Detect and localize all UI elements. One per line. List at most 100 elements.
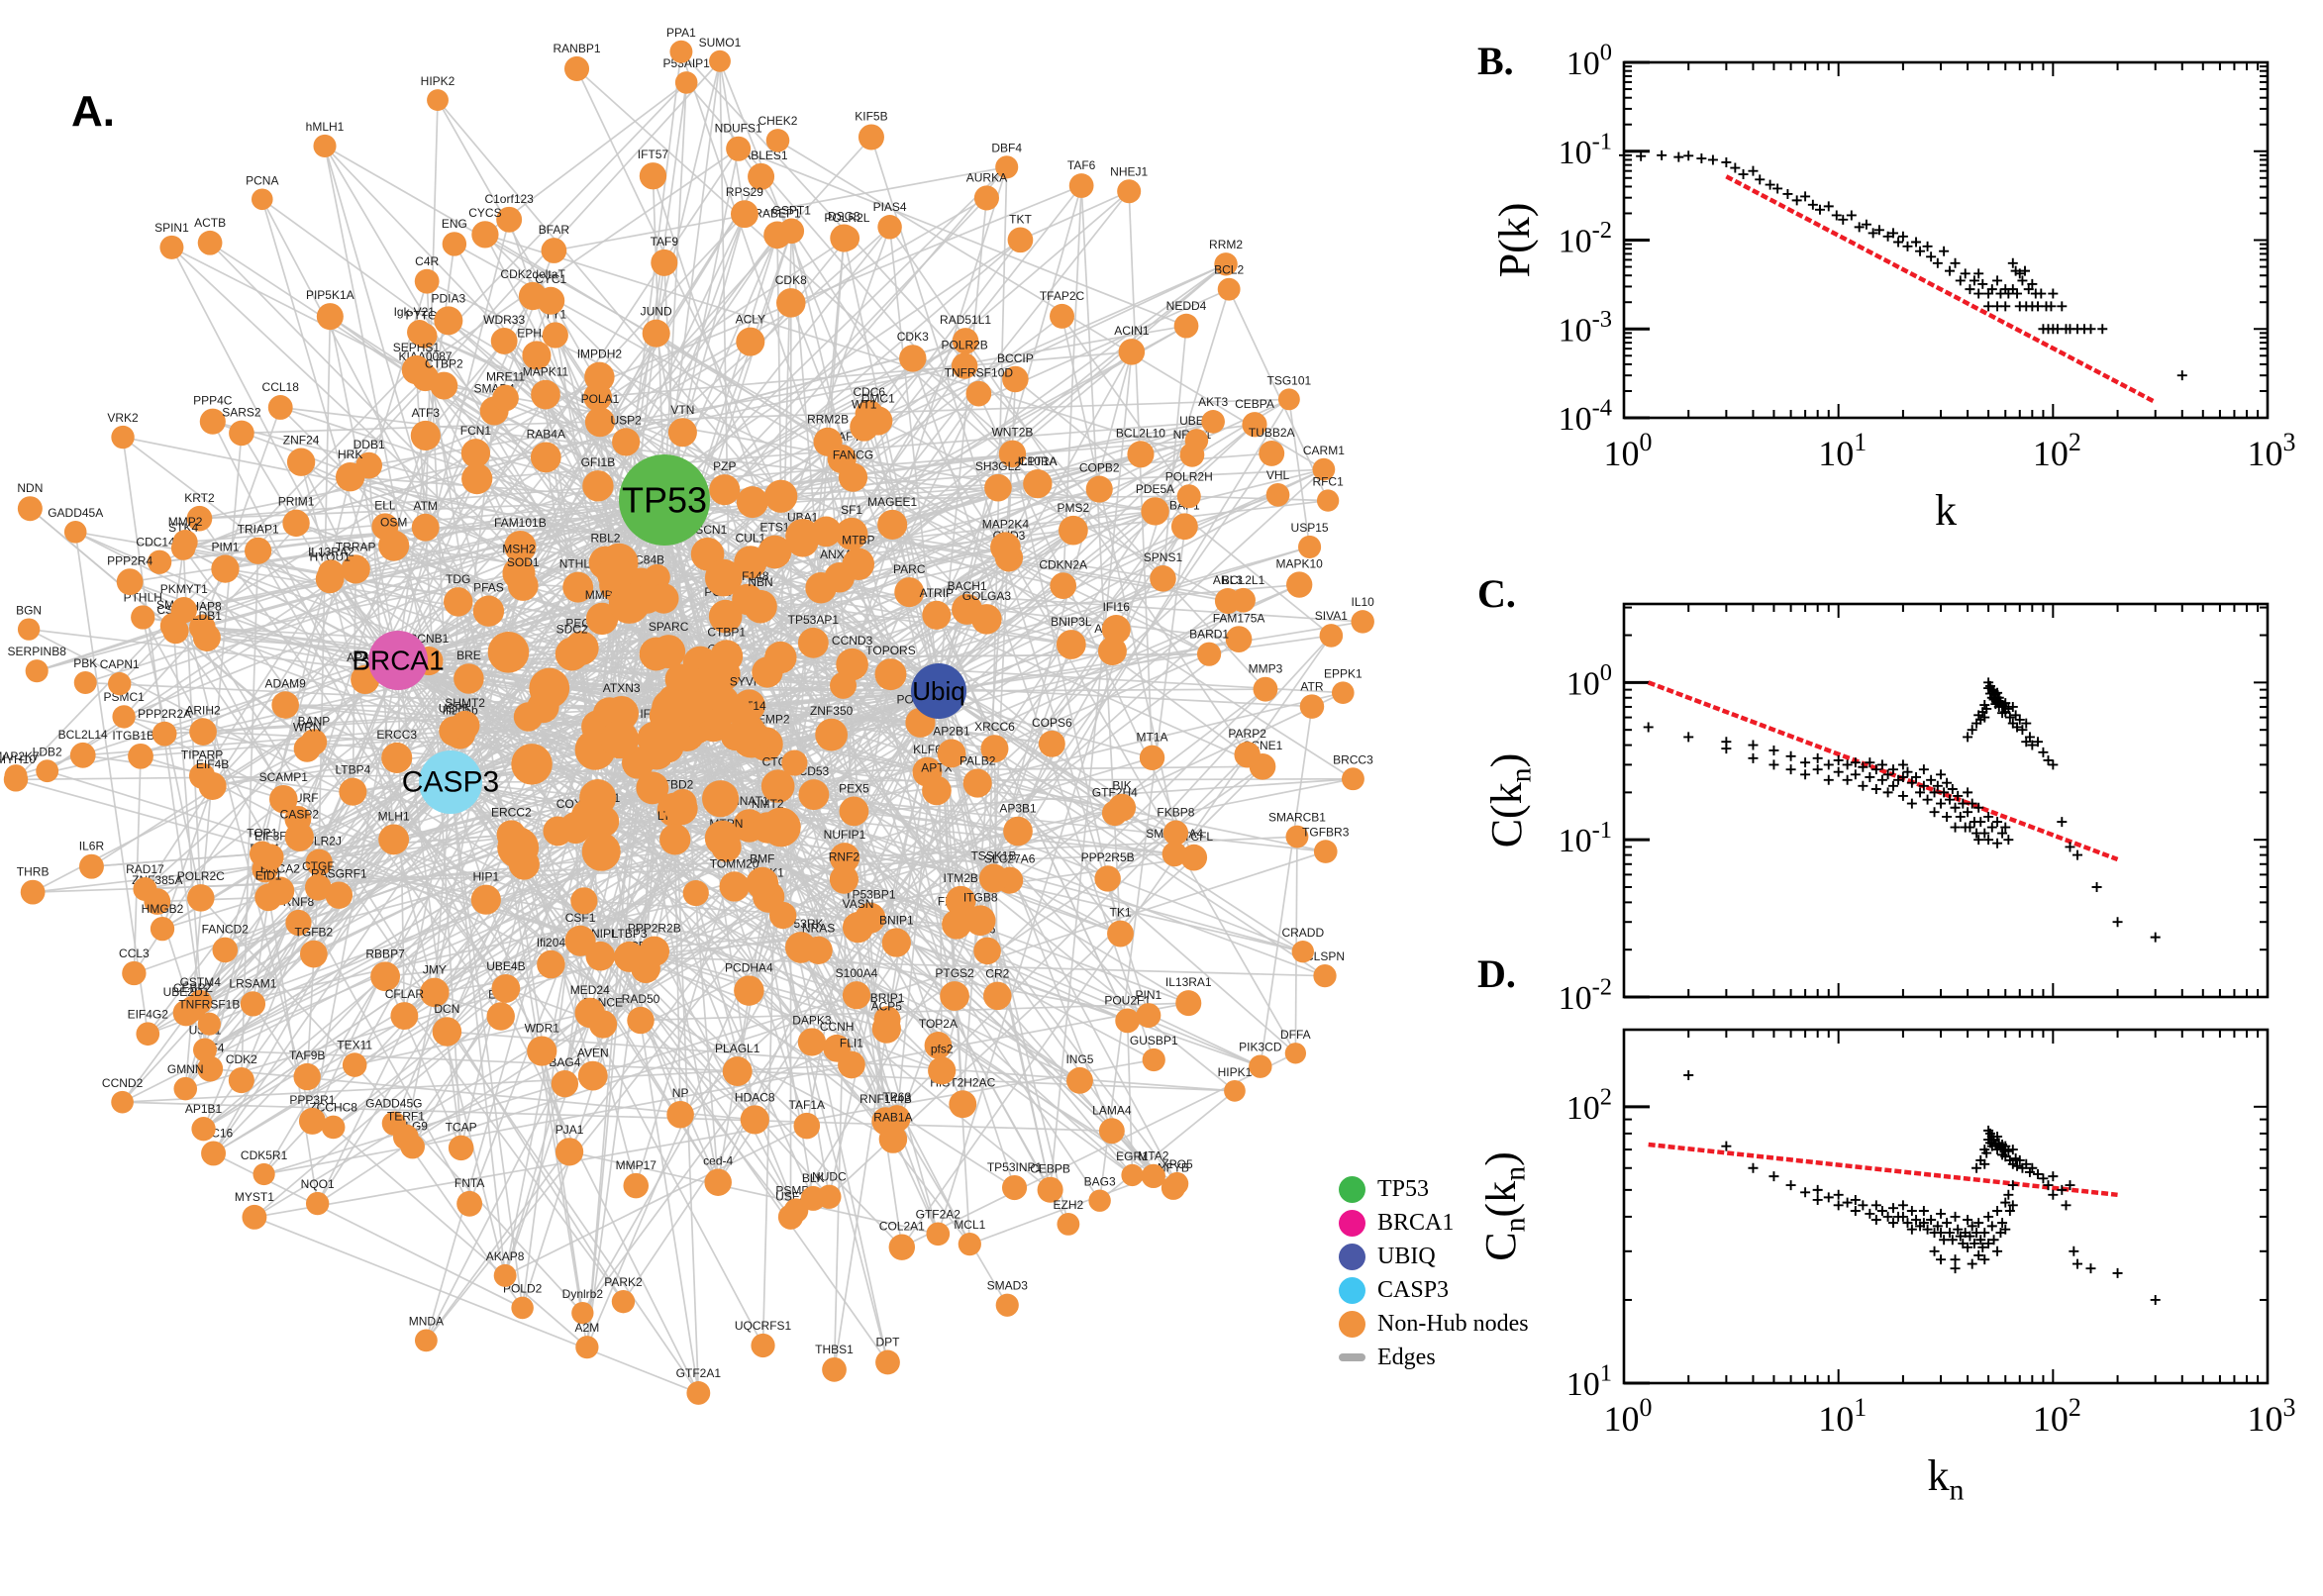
legend-label: BRCA1 xyxy=(1377,1209,1455,1236)
network-node xyxy=(765,129,790,152)
network-node xyxy=(251,188,273,211)
network-node-label: TNFRSF1B xyxy=(178,998,240,1012)
network-node xyxy=(378,530,410,561)
network-node-label: TOP1 xyxy=(247,827,277,841)
network-node xyxy=(300,940,328,968)
network-node xyxy=(410,420,441,451)
network-node xyxy=(390,1002,419,1031)
network-node xyxy=(511,1296,534,1320)
network-node xyxy=(721,722,750,751)
svg-text:101: 101 xyxy=(1818,428,1867,473)
hub-node-label: TP53 xyxy=(622,480,707,521)
network-node-label: PPP3R1 xyxy=(289,1093,335,1107)
network-node xyxy=(726,136,752,161)
network-node-label: NQO1 xyxy=(301,1177,335,1191)
network-node xyxy=(942,909,972,940)
network-node-label: TAF6 xyxy=(1067,158,1096,172)
network-node xyxy=(282,509,310,538)
network-node-label: SOD1 xyxy=(507,555,540,569)
network-node xyxy=(1056,630,1086,659)
svg-text:101: 101 xyxy=(1566,1360,1612,1403)
network-node-label: PIK3CD xyxy=(1239,1040,1282,1053)
x-axis-label: kn xyxy=(1928,1451,1965,1507)
network-node xyxy=(159,235,184,259)
network-node xyxy=(563,55,590,81)
network-node-label: NHEJ1 xyxy=(1110,164,1148,178)
network-node-label: RBBP7 xyxy=(365,947,405,960)
network-node-label: LTBP4 xyxy=(335,763,370,777)
network-node-label: RAD51L1 xyxy=(940,313,991,327)
network-node xyxy=(136,1022,160,1047)
network-node xyxy=(730,200,758,229)
network-node-label: GADD45G xyxy=(365,1097,422,1111)
network-node-label: hMLH1 xyxy=(306,120,345,134)
network-node xyxy=(1142,1047,1165,1072)
network-node xyxy=(267,395,293,420)
network-node xyxy=(744,589,777,624)
network-node-label: BARD1 xyxy=(1189,628,1229,642)
network-node xyxy=(1139,745,1165,771)
network-node xyxy=(172,529,198,555)
network-node xyxy=(269,784,298,814)
network-node-label: RFC1 xyxy=(1312,474,1344,488)
network-node xyxy=(582,470,614,502)
network-node xyxy=(704,820,741,856)
network-node xyxy=(486,1002,515,1031)
network-node xyxy=(874,658,907,691)
network-node xyxy=(958,1233,981,1256)
network-node xyxy=(951,352,978,379)
network-node-label: RAD50 xyxy=(622,992,660,1006)
network-node xyxy=(131,605,155,630)
network-node xyxy=(511,744,553,785)
network-node-label: GTF2A1 xyxy=(676,1366,722,1380)
network-node-label: TSG101 xyxy=(1267,373,1312,387)
network-node-label: BNIP3L xyxy=(1051,615,1092,629)
network-node xyxy=(760,769,795,803)
network-node xyxy=(746,866,779,900)
panel-d-label: D. xyxy=(1477,951,1516,996)
network-node-label: RNF144B xyxy=(859,1092,912,1106)
network-node xyxy=(504,530,537,563)
network-node-label: CDK3 xyxy=(897,330,929,344)
network-node-label: TP63 xyxy=(882,1090,911,1104)
network-node-label: SIVA1 xyxy=(1315,609,1348,623)
network-node xyxy=(668,788,697,818)
network-node-label: WDR33 xyxy=(483,313,525,327)
network-node xyxy=(543,816,573,847)
network-node xyxy=(642,319,670,348)
network-node xyxy=(758,535,792,569)
network-node xyxy=(1286,571,1313,598)
network-node-label: BNIP1 xyxy=(879,913,914,927)
network-node xyxy=(496,206,523,233)
network-node xyxy=(305,1191,330,1216)
network-node-label: HIPK1 xyxy=(1218,1065,1253,1079)
network-node xyxy=(242,1204,267,1230)
svg-text:103: 103 xyxy=(2248,1393,2296,1439)
network-node xyxy=(704,1168,732,1196)
network-node-label: CEBPB xyxy=(1030,1162,1070,1176)
network-node xyxy=(191,1117,216,1142)
network-node xyxy=(1176,484,1201,509)
svg-text:100: 100 xyxy=(1604,1393,1653,1439)
network-node xyxy=(211,554,240,583)
network-node-label: GOLGA3 xyxy=(962,589,1012,603)
network-node-label: EGR1 xyxy=(1116,1149,1149,1163)
network-node-label: TCAP xyxy=(446,1121,477,1135)
network-node-label: TOP2A xyxy=(919,1017,958,1031)
network-node xyxy=(1217,277,1241,301)
network-node-label: THRB xyxy=(17,865,50,879)
network-node-label: SCAMP1 xyxy=(259,770,309,784)
network-node xyxy=(286,448,316,476)
network-node-label: XPO5 xyxy=(1162,1157,1193,1171)
network-node-label: ced-4 xyxy=(703,1153,733,1167)
network-node xyxy=(652,731,684,763)
network-node-label: NBN xyxy=(748,575,772,589)
network-node xyxy=(1184,429,1209,452)
network-node xyxy=(1291,940,1314,963)
network-node-label: TFAP2C xyxy=(1040,289,1085,303)
network-node xyxy=(813,427,843,456)
network-node-label: HIPK2 xyxy=(421,74,455,88)
network-node-label: TRRAP xyxy=(336,540,376,553)
network-node-label: CDC14B xyxy=(136,536,182,549)
network-node-label: RAB1A xyxy=(873,1110,912,1124)
